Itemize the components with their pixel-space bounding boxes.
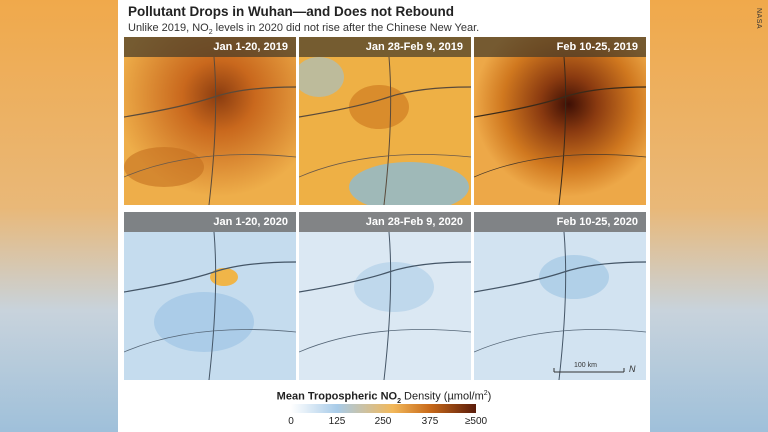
legend-title-pre: Mean Tropospheric NO xyxy=(276,390,398,403)
map-panel-late-jan-2019: Jan 28-Feb 9, 2019 xyxy=(299,37,471,205)
subtitle-pre: Unlike 2019, NO xyxy=(128,22,209,34)
panel-label: Jan 1-20, 2019 xyxy=(124,37,296,57)
legend-color-bar xyxy=(291,404,476,413)
panel-label: Jan 1-20, 2020 xyxy=(124,212,296,232)
subtitle-sub: 2 xyxy=(208,29,213,37)
legend-tick: 375 xyxy=(421,416,439,427)
subtitle-post: levels in 2020 did not rise after the Ch… xyxy=(212,22,480,34)
panel-label: Feb 10-25, 2020 xyxy=(474,212,646,232)
figure-subtitle: Unlike 2019, NO2 levels in 2020 did not … xyxy=(128,22,479,36)
figure-title: Pollutant Drops in Wuhan—and Does not Re… xyxy=(128,4,454,19)
legend-title-post: Density (µmol/m xyxy=(401,390,484,403)
map-jan-2020 xyxy=(124,212,296,380)
map-panel-jan-2019: Jan 1-20, 2019 xyxy=(124,37,296,205)
legend-title: Mean Tropospheric NO2 Density (µmol/m2) xyxy=(118,390,650,405)
map-panel-feb-2019: Feb 10-25, 2019 xyxy=(474,37,646,205)
map-panel-late-jan-2020: Jan 28-Feb 9, 2020 xyxy=(299,212,471,380)
legend-tick: 250 xyxy=(374,416,392,427)
panel-label: Jan 28-Feb 9, 2020 xyxy=(299,212,471,232)
legend-tick: 125 xyxy=(328,416,346,427)
legend-tick: 0 xyxy=(288,416,294,427)
map-late-jan-2020 xyxy=(299,212,471,380)
north-arrow-icon: N xyxy=(629,364,636,374)
map-panel-feb-2020: Feb 10-25, 2020 100 km N xyxy=(474,212,646,380)
scale-bar-label: 100 km xyxy=(574,362,597,369)
panel-label: Jan 28-Feb 9, 2019 xyxy=(299,37,471,57)
legend-title-sub: 2 xyxy=(397,397,401,405)
credit-text: NASA xyxy=(755,8,762,30)
map-late-jan-2019 xyxy=(299,37,471,205)
figure-card: Pollutant Drops in Wuhan—and Does not Re… xyxy=(118,0,650,432)
map-panel-jan-2020: Jan 1-20, 2020 xyxy=(124,212,296,380)
map-feb-2019 xyxy=(474,37,646,205)
map-jan-2019 xyxy=(124,37,296,205)
legend-title-sup: 2 xyxy=(483,390,488,397)
panel-label: Feb 10-25, 2019 xyxy=(474,37,646,57)
legend-title-end: ) xyxy=(487,390,492,403)
legend-tick: ≥500 xyxy=(464,416,488,427)
map-feb-2020 xyxy=(474,212,646,380)
